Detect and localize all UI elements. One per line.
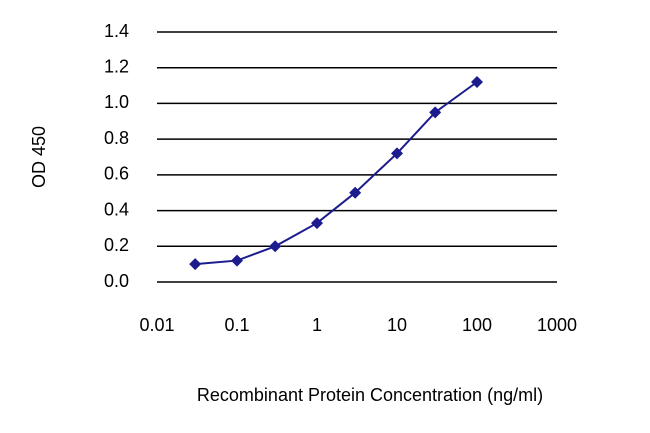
y-tick-label: 1.0 [104, 92, 129, 112]
y-tick-label: 0.8 [104, 128, 129, 148]
x-tick-label: 0.1 [224, 315, 249, 335]
data-point [269, 240, 282, 253]
x-tick-label: 10 [387, 315, 407, 335]
y-tick-label: 0.2 [104, 235, 129, 255]
data-point [471, 76, 483, 88]
y-tick-label: 0.6 [104, 164, 129, 184]
x-tick-label: 0.01 [139, 315, 174, 335]
data-point [429, 106, 442, 119]
x-tick-label: 1000 [537, 315, 577, 335]
x-axis-title: Recombinant Protein Concentration (ng/ml… [197, 385, 543, 405]
data-point [189, 258, 202, 271]
x-tick-label: 100 [462, 315, 492, 335]
data-point [349, 186, 362, 199]
data-point [391, 147, 403, 160]
data-line [195, 81, 478, 266]
y-tick-label: 1.2 [104, 56, 129, 76]
y-tick-label: 0.4 [104, 199, 129, 219]
y-tick-label: 1.4 [104, 21, 129, 41]
x-tick-label: 1 [312, 315, 322, 335]
y-axis-title: OD 450 [29, 126, 49, 188]
data-point [231, 254, 243, 267]
y-tick-label: 0.0 [104, 271, 129, 291]
data-point [311, 217, 323, 230]
